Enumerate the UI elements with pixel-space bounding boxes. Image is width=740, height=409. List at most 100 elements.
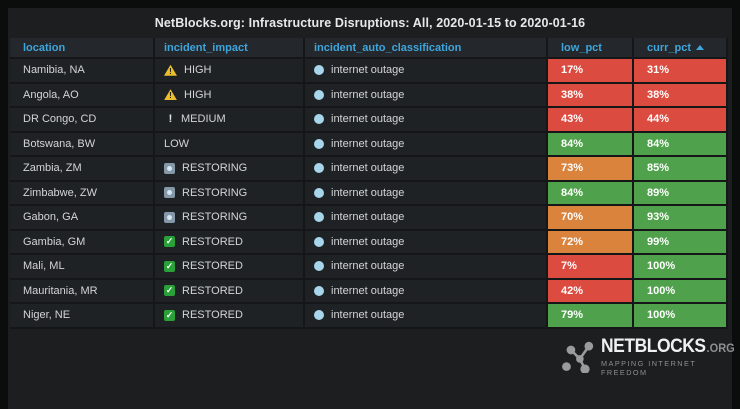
- cell-location: Mauritania, MR: [10, 279, 155, 304]
- cell-incident-impact: ! MEDIUM: [155, 108, 305, 133]
- dashboard-panel: NetBlocks.org: Infrastructure Disruption…: [8, 8, 732, 409]
- cell-classification: internet outage: [305, 304, 548, 329]
- cell-curr-pct: 100%: [634, 279, 728, 304]
- cell-low-pct: 79%: [548, 304, 634, 329]
- globe-icon: [314, 285, 324, 296]
- cell-location: Niger, NE: [10, 304, 155, 329]
- impact-label: HIGH: [184, 88, 212, 101]
- warning-triangle-icon: !: [164, 64, 177, 76]
- cell-low-pct: 72%: [548, 230, 634, 255]
- column-header-incident_impact[interactable]: incident_impact: [155, 38, 305, 59]
- globe-icon: [314, 65, 324, 76]
- restoring-icon: [164, 187, 175, 199]
- classification-label: internet outage: [331, 64, 405, 77]
- impact-label: RESTORING: [182, 162, 248, 175]
- cell-classification: internet outage: [305, 83, 548, 108]
- cell-curr-pct: 100%: [634, 255, 728, 280]
- table-row: Gambia, GM ✓ RESTORED internet outage 72% 99%: [10, 230, 728, 255]
- cell-classification: internet outage: [305, 108, 548, 133]
- low-pct-value: 38%: [561, 88, 584, 101]
- cell-incident-impact: ! HIGH: [155, 83, 305, 108]
- classification-label: internet outage: [331, 113, 405, 126]
- location-label: Mauritania, MR: [23, 284, 98, 297]
- location-label: Gambia, GM: [23, 235, 86, 248]
- globe-icon: [314, 236, 324, 247]
- curr-pct-value: 85%: [647, 162, 670, 175]
- classification-label: internet outage: [331, 284, 405, 297]
- low-pct-value: 79%: [561, 309, 584, 322]
- column-header-label: incident_auto_classification: [314, 41, 462, 54]
- classification-label: internet outage: [331, 88, 405, 101]
- classification-label: internet outage: [331, 186, 405, 199]
- column-header-label: incident_impact: [164, 41, 248, 54]
- column-header-curr_pct[interactable]: curr_pct: [634, 38, 728, 59]
- column-header-label: location: [23, 41, 66, 54]
- curr-pct-value: 93%: [647, 211, 670, 224]
- column-header-label: curr_pct: [647, 41, 692, 54]
- cell-location: Gambia, GM: [10, 230, 155, 255]
- cell-curr-pct: 93%: [634, 206, 728, 231]
- cell-classification: internet outage: [305, 132, 548, 157]
- table-row: Mauritania, MR ✓ RESTORED internet outage 42…: [10, 279, 728, 304]
- impact-label: RESTORING: [182, 186, 248, 199]
- location-label: Angola, AO: [23, 88, 79, 101]
- low-pct-value: 7%: [561, 260, 577, 273]
- cell-incident-impact: LOW: [155, 132, 305, 157]
- classification-label: internet outage: [331, 137, 405, 150]
- cell-incident-impact: ✓ RESTORED: [155, 255, 305, 280]
- cell-classification: internet outage: [305, 255, 548, 280]
- column-header-location[interactable]: location: [10, 38, 155, 59]
- cell-curr-pct: 89%: [634, 181, 728, 206]
- low-pct-value: 43%: [561, 113, 584, 126]
- impact-label: RESTORED: [182, 260, 243, 273]
- curr-pct-value: 44%: [647, 113, 670, 126]
- globe-icon: [314, 163, 324, 174]
- cell-incident-impact: RESTORING: [155, 157, 305, 182]
- logo-tagline: MAPPING INTERNET FREEDOM: [601, 359, 697, 377]
- cell-location: Botswana, BW: [10, 132, 155, 157]
- globe-icon: [314, 138, 324, 149]
- cell-curr-pct: 31%: [634, 59, 728, 84]
- table-header-row: location incident_impact incident_auto_cla…: [10, 38, 728, 59]
- cell-low-pct: 42%: [548, 279, 634, 304]
- cell-curr-pct: 99%: [634, 230, 728, 255]
- network-nodes-icon: [562, 341, 594, 373]
- restoring-icon: [164, 162, 175, 174]
- cell-classification: internet outage: [305, 279, 548, 304]
- table-row: Namibia, NA! HIGH internet outage 17% 31%: [10, 59, 728, 84]
- cell-curr-pct: 84%: [634, 132, 728, 157]
- warning-triangle-icon: !: [164, 89, 177, 101]
- cell-curr-pct: 38%: [634, 83, 728, 108]
- globe-icon: [314, 187, 324, 198]
- cell-low-pct: 17%: [548, 59, 634, 84]
- classification-label: internet outage: [331, 211, 405, 224]
- cell-low-pct: 84%: [548, 132, 634, 157]
- cell-low-pct: 7%: [548, 255, 634, 280]
- curr-pct-value: 84%: [647, 137, 670, 150]
- low-pct-value: 84%: [561, 137, 584, 150]
- cell-classification: internet outage: [305, 157, 548, 182]
- low-pct-value: 42%: [561, 284, 584, 297]
- panel-title: NetBlocks.org: Infrastructure Disruption…: [154, 16, 586, 30]
- location-label: Zambia, ZM: [23, 162, 82, 175]
- column-header-incident_auto_classification[interactable]: incident_auto_classification: [305, 38, 548, 59]
- classification-label: internet outage: [331, 309, 405, 322]
- cell-low-pct: 38%: [548, 83, 634, 108]
- cell-incident-impact: ! HIGH: [155, 59, 305, 84]
- curr-pct-value: 99%: [647, 235, 670, 248]
- exclamation-icon: !: [168, 113, 173, 126]
- low-pct-value: 17%: [561, 64, 584, 77]
- globe-icon: [314, 261, 324, 272]
- impact-label: RESTORING: [182, 211, 248, 224]
- restored-check-icon: ✓: [164, 260, 175, 272]
- column-header-low_pct[interactable]: low_pct: [548, 38, 634, 59]
- curr-pct-value: 89%: [647, 186, 670, 199]
- impact-label: MEDIUM: [181, 113, 226, 126]
- cell-location: DR Congo, CD: [10, 108, 155, 133]
- restored-check-icon: ✓: [164, 285, 175, 297]
- classification-label: internet outage: [331, 162, 405, 175]
- cell-classification: internet outage: [305, 181, 548, 206]
- logo-text: NETBLOCKS .ORG MAPPING INTERNET FREEDOM: [601, 336, 740, 377]
- cell-incident-impact: ✓ RESTORED: [155, 304, 305, 329]
- cell-location: Zimbabwe, ZW: [10, 181, 155, 206]
